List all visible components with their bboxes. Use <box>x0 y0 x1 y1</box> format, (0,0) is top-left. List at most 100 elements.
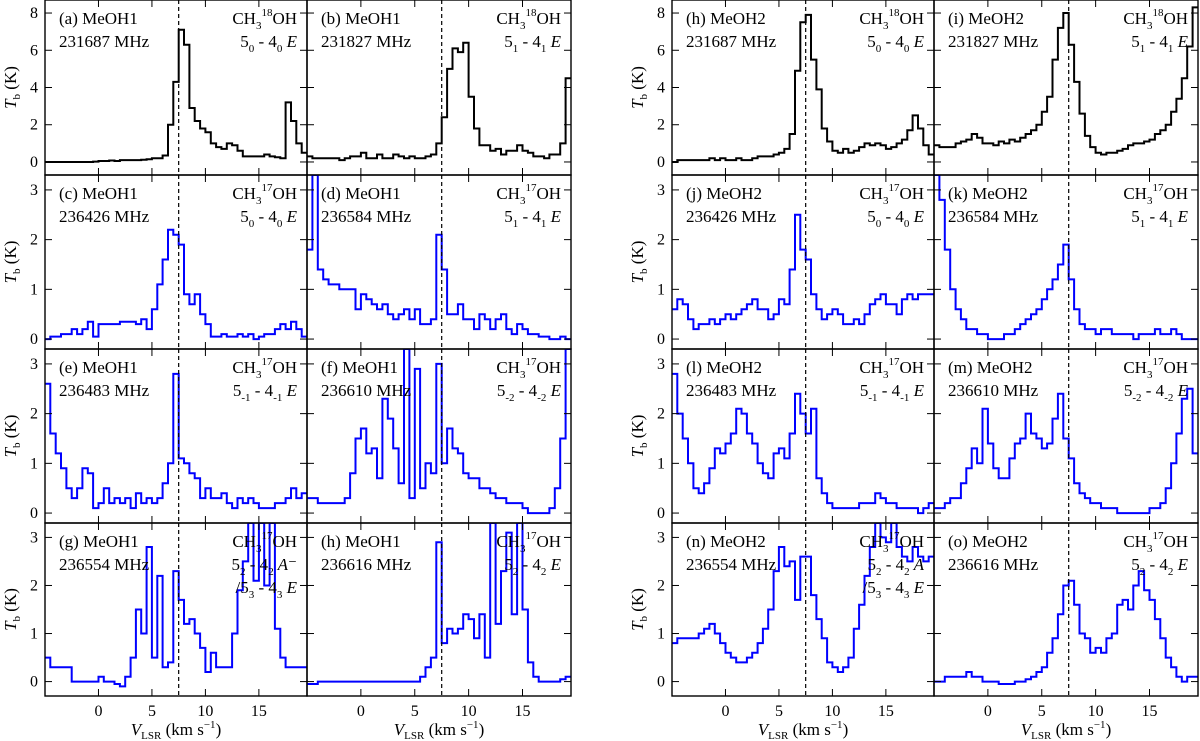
y-tick-label: 1 <box>30 626 38 643</box>
species-iso: 17 <box>261 182 273 194</box>
species-tail: OH <box>536 184 561 203</box>
trans-symmetry: E <box>282 381 297 400</box>
y-label-unit: (K) <box>628 66 647 94</box>
species-iso: 18 <box>888 7 900 19</box>
panel-label: (h) MeOH1 <box>321 532 401 551</box>
x-label-unit: (km s <box>161 720 204 739</box>
transition-label: 51 - 41 E <box>504 32 561 55</box>
trans-symmetry: E <box>546 32 561 51</box>
trans-symmetry: E <box>909 578 924 597</box>
trans-lower-j: - 4 <box>518 32 541 51</box>
trans-pre: / <box>862 578 867 597</box>
species-iso: 18 <box>261 7 273 19</box>
y-tick-label: 0 <box>30 674 38 691</box>
panel-label: (j) MeOH2 <box>686 184 762 203</box>
trans-upper-k: 2 <box>876 566 882 578</box>
x-label-sup: −1 <box>831 719 843 731</box>
panel-frame <box>306 522 572 697</box>
trans-upper-j: 5 <box>860 381 869 400</box>
species-sub: 3 <box>883 543 889 555</box>
x-axis-label: VLSR (km s−1) <box>394 719 484 741</box>
y-label-unit: (K) <box>1 241 20 269</box>
y-tick-label: 3 <box>657 356 665 373</box>
y-tick-label: 1 <box>30 281 38 298</box>
trans-upper-k: 2 <box>513 566 519 578</box>
trans-symmetry: E <box>546 381 561 400</box>
y-axis-label: Tb (K) <box>1 241 23 284</box>
y-label-symbol: T <box>1 272 20 283</box>
x-tick-label: 10 <box>824 703 840 720</box>
species-base: CH <box>859 358 883 377</box>
x-axis-label: VLSR (km s−1) <box>131 719 221 741</box>
x-label-symbol: V <box>394 720 407 739</box>
y-tick-label: 1 <box>657 455 665 472</box>
transition-label: 5-2 - 4-2 E <box>1124 381 1189 404</box>
panel-frequency: 236610 MHz <box>948 381 1039 400</box>
trans-symmetry: E <box>1173 32 1188 51</box>
trans-lower-j: - 4 <box>254 207 277 226</box>
species-tail: OH <box>536 358 561 377</box>
x-tick-label: 10 <box>197 703 213 720</box>
trans-upper-k: 3 <box>876 589 882 601</box>
trans-upper-k: 1 <box>513 218 519 230</box>
y-tick-label: 1 <box>657 626 665 643</box>
y-label-sub: b <box>11 268 23 274</box>
y-tick-label: 6 <box>30 42 38 59</box>
species-tail: OH <box>1163 184 1188 203</box>
y-tick-label: 8 <box>657 5 665 22</box>
trans-upper-k: -2 <box>1132 392 1141 404</box>
y-label-unit: (K) <box>628 241 647 269</box>
spectrum-line <box>934 570 1198 685</box>
species-base: CH <box>232 184 256 203</box>
trans-upper-j: 5 <box>867 578 876 597</box>
transition-label: 52 - 42 A <box>868 555 925 578</box>
transition-label: 51 - 41 E <box>1131 32 1188 55</box>
y-tick-label: 4 <box>657 80 665 97</box>
y-label-symbol: T <box>628 272 647 283</box>
y-axis-label: Tb (K) <box>628 415 650 458</box>
x-tick-label: 5 <box>411 703 419 720</box>
species-iso: 17 <box>1152 356 1164 368</box>
panel-frequency: 236584 MHz <box>948 207 1039 226</box>
x-tick-label: 0 <box>984 703 992 720</box>
x-label-sub: LSR <box>404 730 425 741</box>
spectrum-line <box>45 28 307 163</box>
y-tick-label: 0 <box>30 154 38 171</box>
y-label-sub: b <box>638 442 650 448</box>
trans-upper-k: 0 <box>249 43 255 55</box>
species-tail: OH <box>536 532 561 551</box>
species-iso: 18 <box>1152 7 1164 19</box>
panel-frequency: 236554 MHz <box>59 555 150 574</box>
trans-upper-k: 0 <box>876 43 882 55</box>
trans-symmetry: E <box>909 207 924 226</box>
transition-label: 50 - 40 E <box>240 207 297 230</box>
trans-lower-j: - 4 <box>518 207 541 226</box>
spectrum-line <box>45 523 307 688</box>
trans-upper-j: 5 <box>240 32 249 51</box>
trans-symmetry: E <box>1173 207 1188 226</box>
panel-label: (b) MeOH1 <box>321 9 401 28</box>
y-tick-label: 2 <box>657 577 665 594</box>
species-tail: OH <box>899 358 924 377</box>
trans-symmetry: E <box>1173 555 1188 574</box>
y-tick-label: 3 <box>30 356 38 373</box>
trans-lower-k: -2 <box>537 392 546 404</box>
y-label-symbol: T <box>1 620 20 631</box>
species-sub: 3 <box>1147 20 1153 32</box>
y-axis-label: Tb (K) <box>628 588 650 631</box>
species-label: CH317OH <box>232 530 297 555</box>
species-tail: OH <box>272 9 297 28</box>
species-base: CH <box>496 532 520 551</box>
y-label-sub: b <box>11 442 23 448</box>
species-sub: 3 <box>256 20 262 32</box>
species-sub: 3 <box>1147 543 1153 555</box>
trans-lower-k: 2 <box>1168 566 1174 578</box>
species-tail: OH <box>1163 532 1188 551</box>
x-label-close: ) <box>479 720 485 739</box>
trans-lower-j: - 4 <box>1145 207 1168 226</box>
species-iso: 17 <box>525 530 537 542</box>
y-axis-label: Tb (K) <box>628 66 650 109</box>
species-base: CH <box>232 532 256 551</box>
